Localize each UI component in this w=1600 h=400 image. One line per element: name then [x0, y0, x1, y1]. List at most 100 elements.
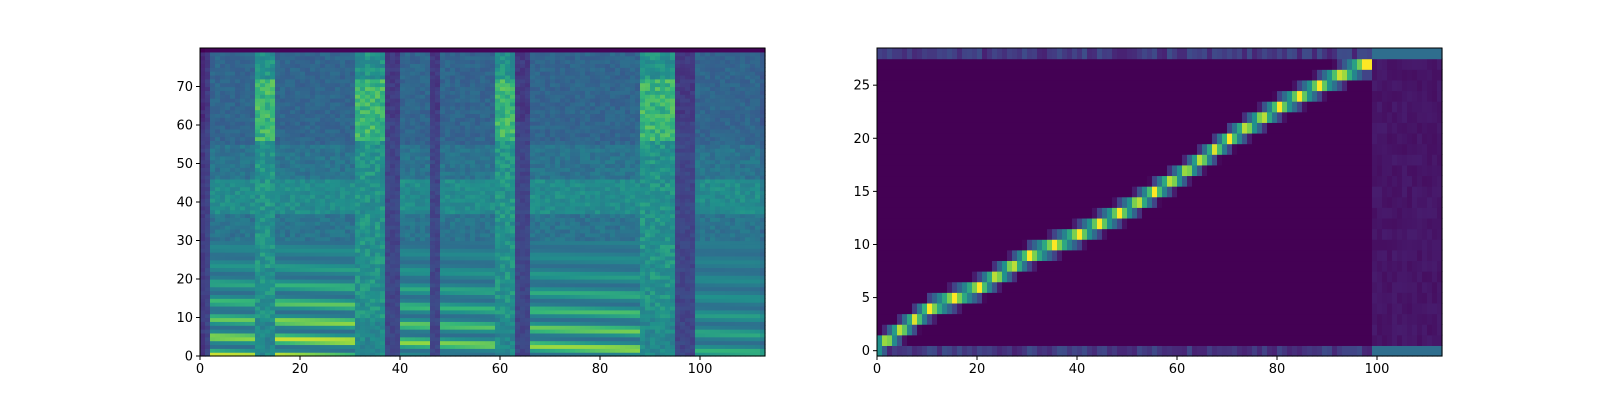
- spectrogram-cell: [290, 271, 296, 276]
- spectrogram-cell: [375, 255, 381, 261]
- spectrogram-cell: [340, 190, 346, 195]
- spectrogram-cell: [490, 144, 496, 149]
- spectrogram-cell: [375, 202, 381, 207]
- spectrogram-cell: [375, 213, 381, 218]
- spectrogram-cell: [255, 51, 261, 57]
- spectrogram-cell: [220, 317, 226, 322]
- spectrogram-cell: [265, 113, 271, 118]
- spectrogram-cell: [235, 82, 241, 88]
- spectrogram-cell: [350, 352, 356, 357]
- spectrogram-cell: [360, 63, 366, 68]
- spectrogram-cell: [275, 59, 281, 64]
- spectrogram-cell: [255, 221, 261, 226]
- spectrogram-cell: [275, 217, 281, 222]
- spectrogram-cell: [295, 302, 301, 307]
- spectrogram-cell: [230, 86, 236, 91]
- spectrogram-cell: [360, 298, 366, 303]
- spectrogram-cell: [495, 279, 501, 284]
- spectrogram-cell: [270, 194, 276, 199]
- spectrogram-cell: [355, 240, 361, 245]
- spectrogram-cell: [275, 209, 281, 215]
- spectrogram-cell: [460, 340, 466, 346]
- spectrogram-cell: [410, 74, 416, 80]
- spectrogram-cell: [445, 151, 451, 157]
- spectrogram-cell: [445, 259, 451, 265]
- spectrogram-cell: [265, 151, 271, 157]
- spectrogram-cell: [365, 340, 371, 346]
- spectrogram-cell: [300, 186, 306, 192]
- spectrogram-cell: [465, 136, 471, 141]
- spectrogram-cell: [335, 209, 341, 215]
- spectrogram-cell: [215, 167, 221, 172]
- spectrogram-cell: [390, 298, 396, 303]
- spectrogram-cell: [495, 344, 501, 349]
- spectrogram-cell: [325, 217, 331, 222]
- spectrogram-cell: [440, 82, 446, 88]
- spectrogram-cell: [455, 190, 461, 195]
- spectrogram-cell: [500, 113, 506, 118]
- spectrogram-cell: [380, 321, 386, 326]
- spectrogram-cell: [200, 332, 206, 338]
- spectrogram-cell: [495, 59, 501, 64]
- spectrogram-cell: [295, 105, 301, 111]
- spectrogram-cell: [485, 194, 491, 199]
- spectrogram-cell: [400, 186, 406, 192]
- spectrogram-cell: [260, 286, 266, 292]
- spectrogram-cell: [330, 213, 336, 218]
- spectrogram-cell: [470, 98, 476, 103]
- spectrogram-cell: [265, 302, 271, 307]
- spectrogram-cell: [365, 248, 371, 253]
- spectrogram-cell: [220, 290, 226, 295]
- spectrogram-cell: [395, 252, 401, 257]
- spectrogram-cell: [470, 298, 476, 303]
- spectrogram-cell: [355, 55, 361, 61]
- spectrogram-cell: [480, 151, 486, 157]
- spectrogram-cell: [505, 267, 511, 272]
- spectrogram-cell: [375, 221, 381, 226]
- spectrogram-cell: [355, 286, 361, 292]
- spectrogram-cell: [365, 259, 371, 265]
- spectrogram-cell: [300, 252, 306, 257]
- spectrogram-cell: [465, 213, 471, 218]
- spectrogram-cell: [205, 240, 211, 245]
- spectrogram-cell: [470, 194, 476, 199]
- spectrogram-cell: [440, 136, 446, 141]
- spectrogram-cell: [450, 348, 456, 353]
- spectrogram-cell: [340, 259, 346, 265]
- spectrogram-cell: [355, 194, 361, 199]
- spectrogram-cell: [235, 182, 241, 188]
- spectrogram-cell: [440, 175, 446, 180]
- spectrogram-cell: [485, 236, 491, 242]
- spectrogram-cell: [340, 171, 346, 176]
- spectrogram-cell: [495, 252, 501, 257]
- spectrogram-cell: [345, 255, 351, 261]
- spectrogram-cell: [370, 294, 376, 299]
- spectrogram-cell: [220, 321, 226, 326]
- spectrogram-cell: [275, 282, 281, 288]
- spectrogram-cell: [330, 163, 336, 168]
- spectrogram-cell: [490, 225, 496, 230]
- spectrogram-cell: [470, 101, 476, 107]
- spectrogram-cell: [215, 125, 221, 130]
- spectrogram-cell: [430, 194, 436, 199]
- spectrogram-cell: [215, 74, 221, 80]
- spectrogram-cell: [350, 298, 356, 303]
- spectrogram-cell: [365, 225, 371, 230]
- spectrogram-cell: [315, 244, 321, 249]
- spectrogram-cell: [465, 236, 471, 242]
- spectrogram-cell: [380, 128, 386, 134]
- spectrogram-cell: [415, 279, 421, 284]
- spectrogram-cell: [495, 267, 501, 272]
- spectrogram-cell: [370, 132, 376, 138]
- spectrogram-cell: [280, 298, 286, 303]
- spectrogram-cell: [425, 86, 431, 91]
- spectrogram-cell: [475, 236, 481, 242]
- spectrogram-cell: [360, 317, 366, 322]
- spectrogram-cell: [455, 194, 461, 199]
- spectrogram-cell: [320, 90, 326, 95]
- spectrogram-cell: [425, 248, 431, 253]
- spectrogram-cell: [430, 259, 436, 265]
- spectrogram-cell: [475, 198, 481, 203]
- spectrogram-cell: [365, 228, 371, 234]
- spectrogram-cell: [365, 155, 371, 161]
